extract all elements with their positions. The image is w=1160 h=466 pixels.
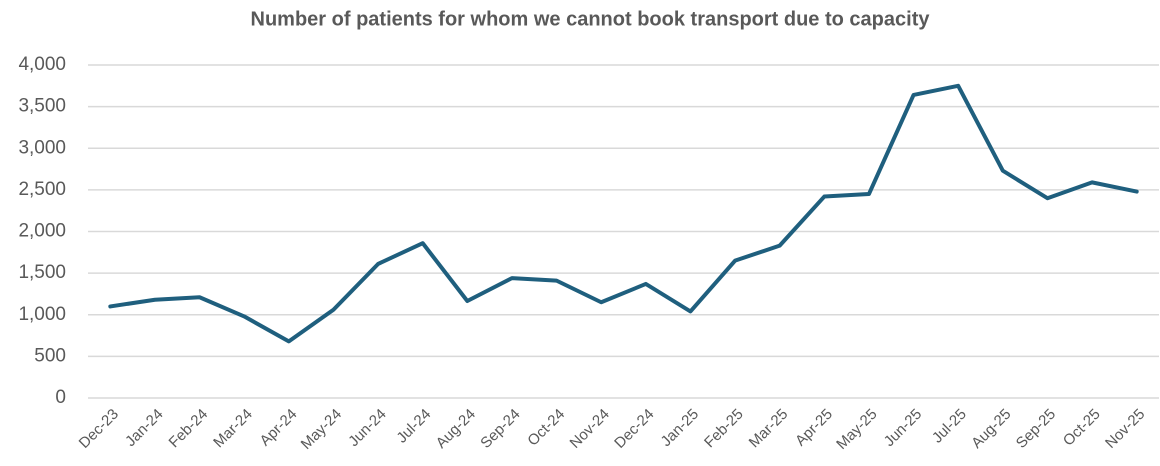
x-tick-label: Aug-25 (968, 406, 1014, 452)
x-tick-label: Jan-25 (658, 406, 702, 450)
y-tick-label: 0 (55, 387, 66, 408)
y-tick-label: 1,500 (18, 262, 66, 283)
x-tick-label: Jul-25 (929, 406, 970, 447)
y-tick-label: 1,000 (18, 304, 66, 325)
x-tick-label: Oct-24 (524, 406, 568, 450)
x-tick-label: Nov-24 (567, 406, 613, 452)
x-tick-label: May-25 (833, 406, 880, 453)
y-tick-label: 3,000 (18, 137, 66, 158)
x-tick-label: Feb-25 (701, 406, 747, 452)
x-tick-label: Sep-25 (1013, 406, 1059, 452)
x-tick-label: Feb-24 (166, 406, 212, 452)
x-tick-label: Mar-24 (210, 406, 256, 452)
y-tick-label: 2,000 (18, 221, 66, 242)
x-tick-label: Jul-24 (393, 406, 434, 447)
y-tick-label: 4,000 (18, 54, 66, 75)
y-tick-label: 500 (34, 345, 66, 366)
x-tick-label: May-24 (298, 406, 345, 453)
x-tick-label: Nov-25 (1102, 406, 1148, 452)
x-tick-label: Dec-23 (76, 406, 122, 452)
chart-title: Number of patients for whom we cannot bo… (251, 8, 931, 30)
line (108, 83, 1139, 344)
x-tick-label: Mar-25 (746, 406, 792, 452)
x-tick-label: Apr-24 (257, 406, 301, 450)
x-tick-label: Oct-25 (1060, 406, 1104, 450)
y-tick-label: 3,500 (18, 96, 66, 117)
x-tick-label: Sep-24 (477, 406, 523, 452)
x-tick-label: Apr-25 (792, 406, 836, 450)
x-tick-label: Dec-24 (611, 406, 657, 452)
x-tick-label: Jun-24 (345, 406, 389, 450)
x-tick-label: Jan-24 (122, 406, 166, 450)
x-tick-label: Jun-25 (881, 406, 925, 450)
x-tick-label: Aug-24 (433, 406, 479, 452)
y-tick-label: 2,500 (18, 179, 66, 200)
